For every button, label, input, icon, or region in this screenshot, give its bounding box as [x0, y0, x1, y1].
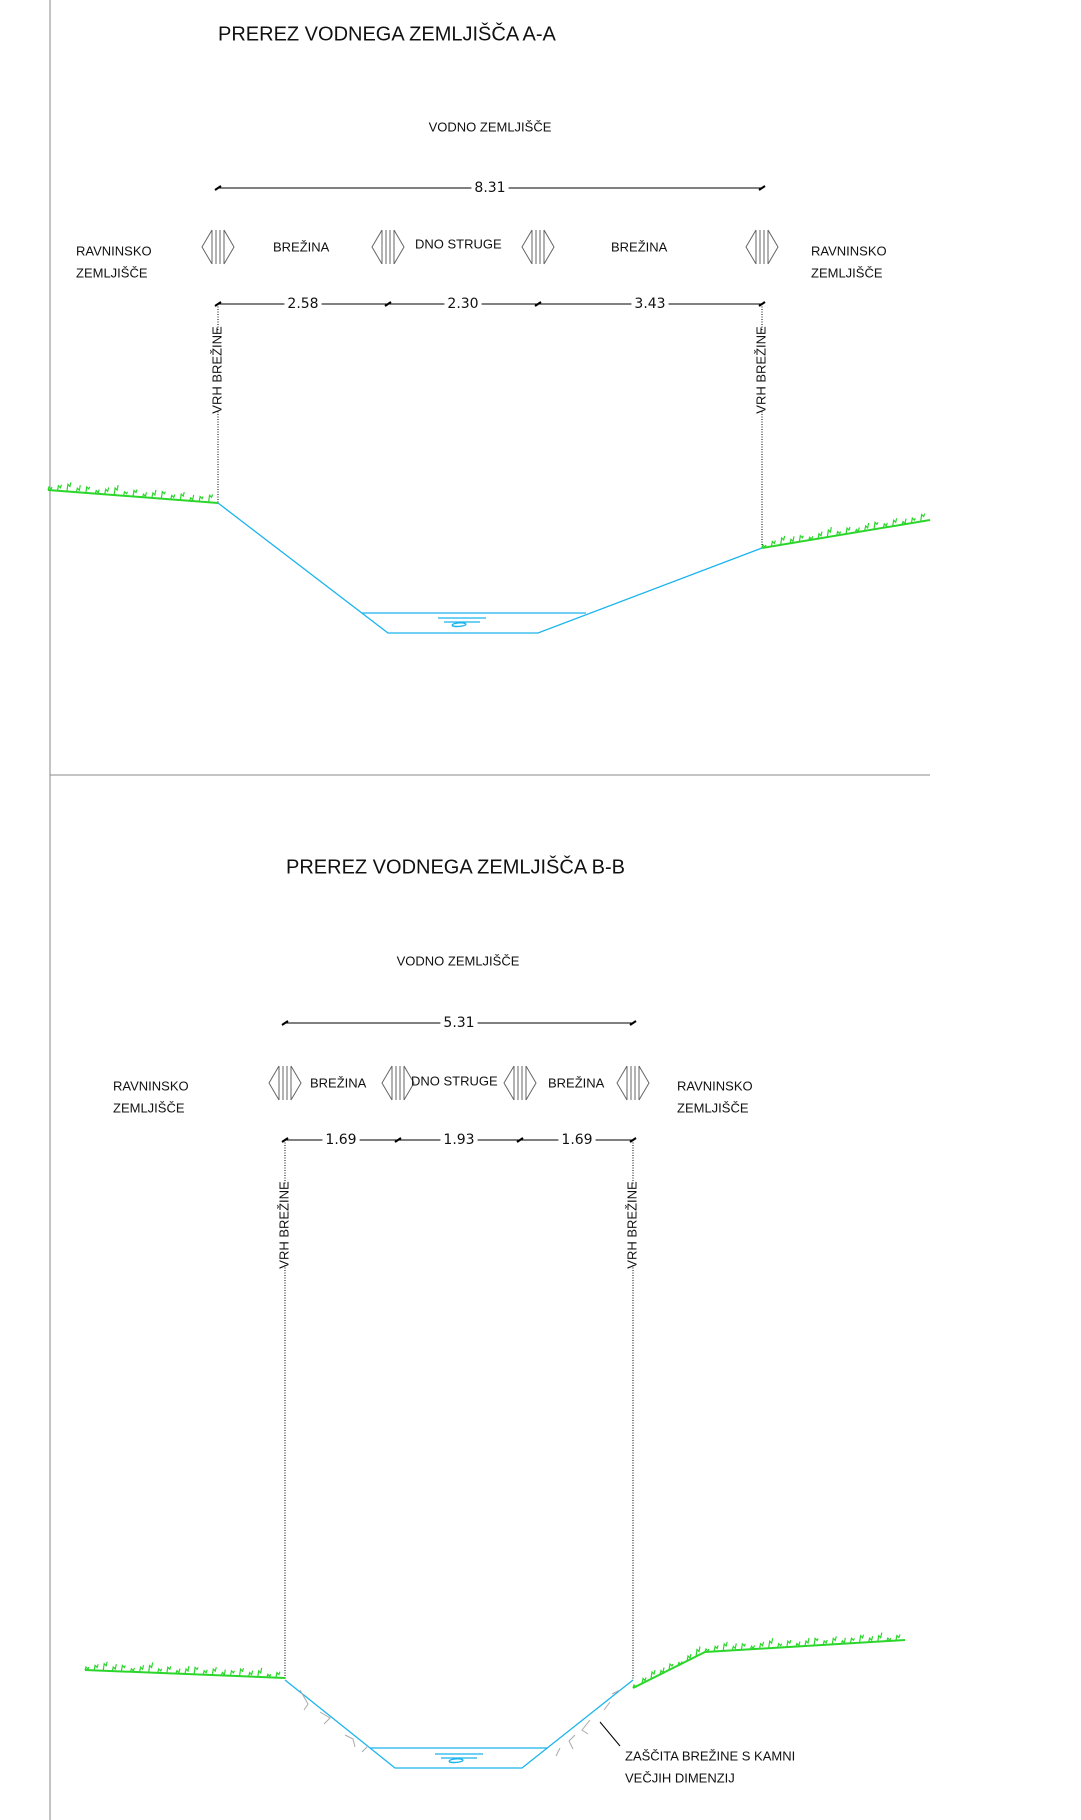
- zone-label: VODNO ZEMLJIŠČE: [397, 953, 520, 968]
- marker-chevron: [543, 229, 555, 265]
- stones: [299, 1689, 621, 1757]
- plain-label: RAVNINSKO: [677, 1078, 753, 1093]
- dim-tick: [384, 301, 392, 307]
- dim-value: 1.69: [561, 1132, 592, 1148]
- plain-label: RAVNINSKO: [76, 243, 152, 258]
- plain-label: ZEMLJIŠČE: [113, 1100, 185, 1115]
- channel: [284, 1679, 634, 1769]
- marker-chevron: [616, 1065, 628, 1101]
- dim-gap: [284, 301, 322, 307]
- channel: [217, 502, 763, 634]
- section-marker: [745, 229, 779, 265]
- grass: [704, 1632, 901, 1653]
- section-marker: [201, 229, 235, 265]
- dim-gap: [631, 301, 669, 307]
- edge-label: VRH BREŽINE: [209, 326, 224, 414]
- edge-gap: [278, 1185, 292, 1265]
- part-label: DNO STRUGE: [411, 1073, 498, 1088]
- marker-chevron: [268, 1065, 280, 1101]
- marker-chevron: [393, 229, 405, 265]
- dim-tick: [629, 1020, 637, 1026]
- edge-gap: [211, 330, 225, 410]
- marker-chevron: [525, 1065, 537, 1101]
- zone-label: VODNO ZEMLJIŠČE: [429, 119, 552, 134]
- plain-label: ZEMLJIŠČE: [677, 1100, 749, 1115]
- dim-value: 2.58: [287, 296, 318, 312]
- dim-gap: [440, 1137, 478, 1143]
- grass: [84, 1661, 281, 1678]
- section-marker: [503, 1065, 537, 1101]
- dim-value: 2.30: [447, 296, 478, 312]
- dim-gap: [322, 1137, 360, 1143]
- edge-label: VRH BREŽINE: [276, 1181, 291, 1269]
- edge-gap: [626, 1185, 640, 1265]
- marker-chevron: [290, 1065, 302, 1101]
- edge-label: VRH BREŽINE: [753, 326, 768, 414]
- marker-chevron: [767, 229, 779, 265]
- plain-label: RAVNINSKO: [811, 243, 887, 258]
- marker-chevron: [521, 229, 533, 265]
- dim-value: 8.31: [474, 180, 505, 196]
- note-text: VEČJIH DIMENZIJ: [625, 1770, 735, 1785]
- edge-gap: [755, 330, 769, 410]
- marker-chevron: [403, 1065, 415, 1101]
- marker-chevron: [371, 229, 383, 265]
- section-marker: [371, 229, 405, 265]
- part-label: DNO STRUGE: [415, 236, 502, 251]
- edge-label: VRH BREŽINE: [624, 1181, 639, 1269]
- section-marker: [521, 229, 555, 265]
- part-label: BREŽINA: [310, 1075, 367, 1090]
- part-label: BREŽINA: [548, 1075, 605, 1090]
- section-marker: [616, 1065, 650, 1101]
- marker-chevron: [503, 1065, 515, 1101]
- section-title: PREREZ VODNEGA ZEMLJIŠČA A-A: [218, 22, 557, 45]
- marker-chevron: [745, 229, 757, 265]
- dim-tick: [394, 1137, 402, 1143]
- marker-chevron: [223, 229, 235, 265]
- dim-gap: [444, 301, 482, 307]
- dim-gap: [558, 1137, 596, 1143]
- dim-value: 1.93: [443, 1132, 474, 1148]
- grass: [761, 513, 926, 549]
- grass: [632, 1646, 701, 1689]
- water-symbol: [438, 617, 486, 628]
- section-marker: [381, 1065, 415, 1101]
- plain-label: ZEMLJIŠČE: [76, 265, 148, 280]
- dim-gap: [471, 185, 509, 191]
- marker-chevron: [638, 1065, 650, 1101]
- leader: [599, 1721, 621, 1747]
- dim-tick: [281, 1020, 289, 1026]
- part-label: BREŽINA: [273, 239, 330, 254]
- part-label: BREŽINA: [611, 239, 668, 254]
- plain-label: ZEMLJIŠČE: [811, 265, 883, 280]
- dim-tick: [534, 301, 542, 307]
- water-symbol: [435, 1753, 483, 1764]
- dim-value: 5.31: [443, 1015, 474, 1031]
- plain-label: RAVNINSKO: [113, 1078, 189, 1093]
- dim-tick: [516, 1137, 524, 1143]
- marker-chevron: [381, 1065, 393, 1101]
- grass: [47, 482, 214, 503]
- section-title: PREREZ VODNEGA ZEMLJIŠČA B-B: [286, 855, 625, 878]
- dim-tick: [758, 185, 766, 191]
- section-marker: [268, 1065, 302, 1101]
- dim-tick: [214, 185, 222, 191]
- dim-gap: [440, 1020, 478, 1026]
- dim-value: 3.43: [634, 296, 665, 312]
- dim-value: 1.69: [325, 1132, 356, 1148]
- marker-chevron: [201, 229, 213, 265]
- note-text: ZAŠČITA BREŽINE S KAMNI: [625, 1748, 795, 1763]
